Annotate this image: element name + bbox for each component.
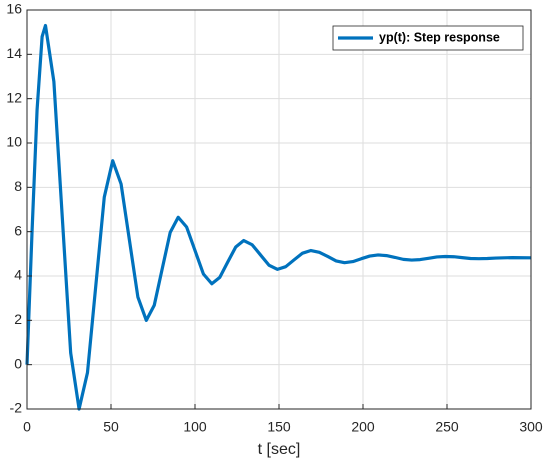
y-tick-label: 10 [6,134,22,150]
data-line [25,23,532,411]
y-tick-label: 8 [14,178,22,194]
x-tick-label: 250 [435,419,459,435]
y-tick-label: 2 [14,311,22,327]
x-tick-label: 0 [23,419,31,435]
x-tick-label: 100 [183,419,207,435]
lines [25,23,532,411]
y-tick-label: 14 [6,45,22,61]
y-tick-label: 6 [14,222,22,238]
y-tick-label: 4 [14,267,22,283]
x-axis-label: t [sec] [258,441,301,458]
y-tick-label: 12 [6,89,22,105]
legend-label: yp(t): Step response [379,30,500,44]
x-tick-label: 200 [351,419,375,435]
x-tick-label: 150 [267,419,291,435]
y-tick-label: 0 [14,355,22,371]
x-tick-label: 50 [103,419,119,435]
y-tick-label: 16 [6,1,22,17]
x-tick-label: 300 [519,419,543,435]
legend: yp(t): Step response [332,25,524,51]
y-tick-label: -2 [10,400,23,416]
